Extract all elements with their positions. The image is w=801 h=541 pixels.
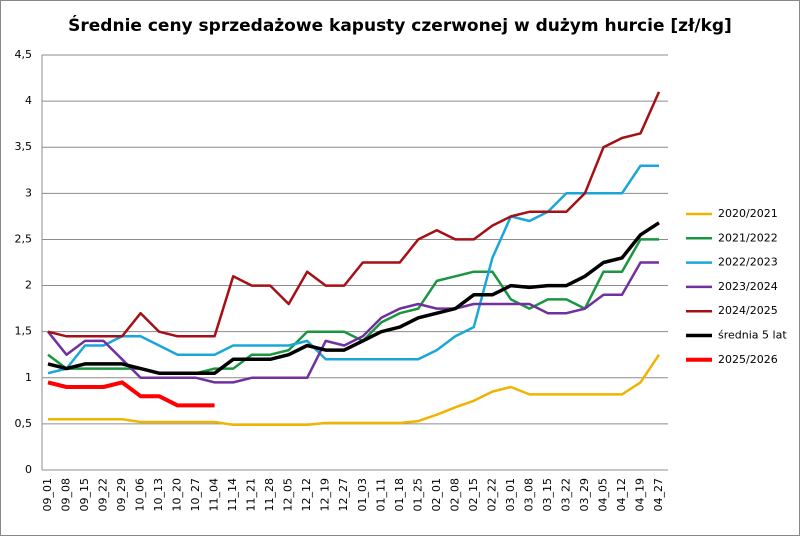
x-tick-label: 02_15 [467,478,480,512]
y-tick-label: 4 [25,94,32,107]
x-tick-label: 02_08 [448,478,461,512]
series-line [47,164,659,375]
x-tick-label: 09_08 [60,478,73,512]
x-tick-label: 12_12 [300,478,313,512]
x-tick-label: 10_13 [152,478,165,512]
x-tick-label: 02_22 [485,478,498,512]
x-tick-label: 11_28 [263,478,276,512]
y-tick-label: 2,5 [15,232,33,245]
series-line [48,354,661,427]
x-tick-label: 12_05 [282,478,295,512]
series-line [47,261,659,384]
x-tick-label: 09_22 [97,478,110,512]
x-tick-label: 03_08 [522,478,535,512]
legend-label: 2020/2021 [718,207,778,220]
x-tick-label: 04_27 [652,478,665,512]
legend-label: 2022/2023 [718,256,778,269]
x-tick-label: 03_15 [541,478,554,512]
x-tick-label: 04_05 [596,478,609,512]
x-tick-label: 12_27 [337,478,350,512]
x-tick-label: 11_14 [226,478,239,512]
y-tick-label: 0 [25,463,32,476]
x-tick-label: 03_29 [578,478,591,512]
y-tick-label: 3 [25,186,32,199]
legend-label: 2025/2026 [718,353,778,366]
x-tick-label: 10_06 [134,478,147,512]
series-line [47,91,661,338]
x-tick-label: 10_27 [189,478,202,512]
x-tick-label: 11_21 [245,478,258,512]
x-tick-label: 01_25 [411,478,424,512]
x-tick-label: 04_19 [633,478,646,512]
x-tick-label: 01_11 [374,478,387,512]
series-line [47,380,215,408]
x-tick-label: 10_20 [171,478,184,512]
x-tick-label: 09_29 [115,478,128,512]
x-tick-label: 09_01 [41,478,54,512]
y-tick-label: 2 [25,279,32,292]
x-tick-label: 03_22 [559,478,572,512]
legend-label: 2021/2022 [718,231,778,244]
legend-label: średnia 5 lat [718,329,787,342]
x-tick-label: 09_15 [78,478,91,512]
y-tick-label: 1,5 [15,325,33,338]
y-tick-label: 1 [25,371,32,384]
x-tick-label: 12_19 [319,478,332,512]
x-tick-label: 11_04 [208,478,221,512]
y-tick-label: 0,5 [15,417,33,430]
x-tick-label: 02_01 [430,478,443,512]
legend-label: 2024/2025 [718,304,778,317]
y-tick-label: 3,5 [15,140,33,153]
x-tick-label: 01_18 [393,478,406,512]
legend-label: 2023/2024 [718,280,778,293]
x-tick-label: 04_12 [615,478,628,512]
series-line [47,221,660,375]
chart-title: Średnie ceny sprzedażowe kapusty czerwon… [68,14,732,36]
x-tick-label: 03_01 [504,478,517,512]
x-tick-label: 01_03 [356,478,369,512]
y-tick-label: 4,5 [15,48,33,61]
